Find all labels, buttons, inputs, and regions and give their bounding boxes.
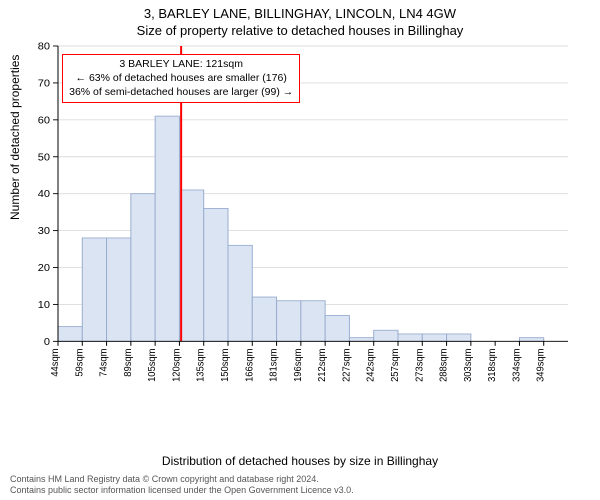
x-tick-label: 273sqm xyxy=(414,349,426,382)
x-tick-label: 166sqm xyxy=(244,349,256,382)
x-tick-label: 59sqm xyxy=(74,349,86,377)
histogram-bar xyxy=(277,301,301,342)
histogram-bar xyxy=(325,316,349,342)
x-tick-label: 181sqm xyxy=(268,349,280,382)
histogram-bar xyxy=(58,327,82,342)
x-axis-label: Distribution of detached houses by size … xyxy=(0,454,600,468)
histogram-bar xyxy=(155,116,179,341)
histogram-bar xyxy=(301,301,325,342)
x-tick-label: 349sqm xyxy=(535,349,547,382)
x-tick-label: 74sqm xyxy=(98,349,110,377)
annotation-line-1: 3 BARLEY LANE: 121sqm xyxy=(69,57,293,71)
histogram-bar xyxy=(131,194,155,342)
histogram-bar xyxy=(398,334,422,341)
x-tick-label: 212sqm xyxy=(317,349,329,382)
annotation-box: 3 BARLEY LANE: 121sqm ← 63% of detached … xyxy=(62,54,300,103)
chart-title-main: 3, BARLEY LANE, BILLINGHAY, LINCOLN, LN4… xyxy=(0,6,600,21)
histogram-bar xyxy=(422,334,446,341)
footer-attribution: Contains HM Land Registry data © Crown c… xyxy=(10,474,354,497)
footer-line-2: Contains public sector information licen… xyxy=(10,485,354,496)
x-tick-label: 303sqm xyxy=(462,349,474,382)
x-tick-label: 105sqm xyxy=(147,349,159,382)
y-tick-label: 0 xyxy=(44,337,50,347)
y-tick-label: 40 xyxy=(38,190,50,200)
chart-title-sub: Size of property relative to detached ho… xyxy=(0,23,600,38)
histogram-bar xyxy=(447,334,471,341)
y-tick-label: 70 xyxy=(38,79,50,89)
x-tick-label: 150sqm xyxy=(220,349,232,382)
histogram-bar xyxy=(82,238,106,341)
x-tick-label: 135sqm xyxy=(195,349,207,382)
annotation-line-3: 36% of semi-detached houses are larger (… xyxy=(69,85,293,99)
y-tick-label: 80 xyxy=(38,42,50,52)
x-tick-label: 227sqm xyxy=(341,349,353,382)
histogram-bar xyxy=(374,330,398,341)
histogram-bar xyxy=(179,190,203,341)
x-tick-label: 318sqm xyxy=(487,349,499,382)
x-tick-label: 334sqm xyxy=(511,349,523,382)
histogram-bar xyxy=(519,338,543,342)
x-tick-label: 120sqm xyxy=(171,349,183,382)
y-tick-label: 60 xyxy=(38,116,50,126)
footer-line-1: Contains HM Land Registry data © Crown c… xyxy=(10,474,354,485)
histogram-bar xyxy=(252,297,276,341)
x-tick-label: 196sqm xyxy=(292,349,304,382)
x-tick-label: 89sqm xyxy=(122,349,134,377)
x-tick-label: 242sqm xyxy=(365,349,377,382)
histogram-bar xyxy=(107,238,131,341)
x-tick-label: 257sqm xyxy=(390,349,402,382)
histogram-bar xyxy=(228,245,252,341)
histogram-bar xyxy=(349,338,373,342)
annotation-line-2: ← 63% of detached houses are smaller (17… xyxy=(69,71,293,85)
chart-title-block: 3, BARLEY LANE, BILLINGHAY, LINCOLN, LN4… xyxy=(0,0,600,38)
y-tick-label: 50 xyxy=(38,153,50,163)
y-axis-label: Number of detached properties xyxy=(8,55,22,220)
y-tick-label: 20 xyxy=(38,264,50,274)
y-tick-label: 10 xyxy=(38,300,50,310)
x-tick-label: 288sqm xyxy=(438,349,450,382)
y-tick-label: 30 xyxy=(38,227,50,237)
x-tick-label: 44sqm xyxy=(50,349,62,377)
histogram-bar xyxy=(204,208,228,341)
